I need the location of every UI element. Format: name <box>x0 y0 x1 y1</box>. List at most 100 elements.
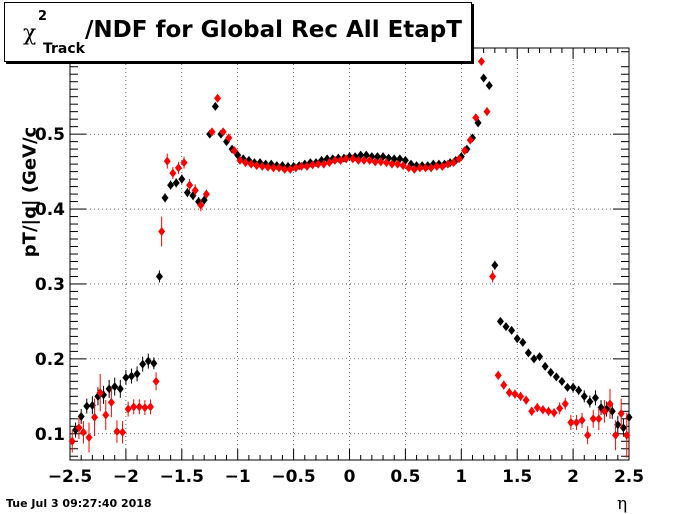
data-point <box>500 380 508 390</box>
data-point <box>382 158 390 168</box>
data-point <box>517 391 525 401</box>
data-point <box>331 155 339 165</box>
data-point <box>208 127 216 137</box>
title-box: χ 2 Track /NDF for Global Rec All EtapT <box>4 2 472 62</box>
data-point <box>197 200 205 210</box>
data-point <box>541 361 549 371</box>
data-point <box>586 397 594 407</box>
data-point <box>155 271 163 281</box>
data-point <box>161 193 169 203</box>
data-point <box>292 163 300 173</box>
x-tick-label: 1 <box>455 467 467 487</box>
data-point <box>552 372 560 382</box>
data-point <box>394 159 402 169</box>
data-point <box>214 93 222 103</box>
data-point <box>536 352 544 362</box>
data-point <box>575 385 583 395</box>
data-point <box>150 358 158 368</box>
data-point <box>416 163 424 173</box>
data-point <box>547 367 555 377</box>
plot-frame <box>69 47 630 461</box>
data-point <box>178 174 186 184</box>
data-point <box>139 359 147 369</box>
data-point <box>377 157 385 167</box>
data-point <box>496 316 504 326</box>
data-series <box>68 56 633 458</box>
data-point <box>286 164 294 174</box>
data-point <box>354 155 362 165</box>
x-axis-label: η <box>617 494 628 514</box>
data-point <box>388 159 396 169</box>
data-point <box>623 430 631 440</box>
data-point <box>349 154 357 164</box>
data-point <box>545 406 553 416</box>
data-point <box>325 158 333 168</box>
data-point <box>122 373 130 383</box>
data-point <box>135 402 143 412</box>
data-point <box>180 158 188 168</box>
data-point <box>167 180 175 190</box>
y-tick-label: 0.5 <box>35 125 65 145</box>
data-point <box>399 161 407 171</box>
data-point <box>617 409 625 419</box>
data-point <box>309 160 317 170</box>
y-tick-label: 0.2 <box>35 350 65 370</box>
data-point <box>119 427 127 437</box>
data-point <box>556 403 564 413</box>
x-tick-label: −1.5 <box>160 467 204 487</box>
data-point <box>264 162 272 172</box>
data-point <box>600 406 608 416</box>
data-point <box>91 412 99 422</box>
data-point <box>337 155 345 165</box>
data-point <box>427 163 435 173</box>
title-subscript: Track <box>43 41 85 57</box>
data-point <box>247 159 255 169</box>
data-point <box>528 406 536 416</box>
data-point <box>152 376 160 386</box>
data-point <box>169 168 177 178</box>
data-point <box>584 430 592 440</box>
data-point <box>405 163 413 173</box>
data-point <box>186 180 194 190</box>
data-point <box>303 161 311 171</box>
data-point <box>225 133 233 143</box>
data-point <box>539 405 547 415</box>
y-tick-label: 0.4 <box>35 200 65 220</box>
data-point <box>567 418 575 428</box>
data-point <box>360 155 368 165</box>
data-point <box>366 155 374 165</box>
data-point <box>444 159 452 169</box>
data-point <box>572 418 580 428</box>
data-point <box>422 163 430 173</box>
data-point <box>236 155 244 165</box>
data-point <box>281 164 289 174</box>
data-point <box>591 393 599 403</box>
data-point <box>314 159 322 169</box>
data-point <box>96 388 104 398</box>
data-point <box>211 101 219 111</box>
data-point <box>558 376 566 386</box>
data-point <box>461 146 469 156</box>
x-tick-label: 2.5 <box>614 467 644 487</box>
data-point <box>141 403 149 413</box>
data-point <box>489 271 497 281</box>
data-point <box>606 399 614 409</box>
data-point <box>158 227 166 237</box>
data-point <box>174 163 182 173</box>
data-point <box>513 334 521 344</box>
data-point <box>75 423 83 433</box>
data-point <box>472 113 480 123</box>
data-point <box>146 402 154 412</box>
data-point <box>371 157 379 167</box>
chart-title: /NDF for Global Rec All EtapT <box>85 17 462 43</box>
data-point <box>483 107 491 117</box>
data-point <box>68 436 76 446</box>
data-point <box>258 161 266 171</box>
y-tick-label: 0.3 <box>35 275 65 295</box>
data-point <box>466 135 474 145</box>
series-0 <box>72 73 633 438</box>
x-tick-label: −2.5 <box>48 467 92 487</box>
data-point <box>79 427 87 437</box>
data-point <box>127 371 135 381</box>
